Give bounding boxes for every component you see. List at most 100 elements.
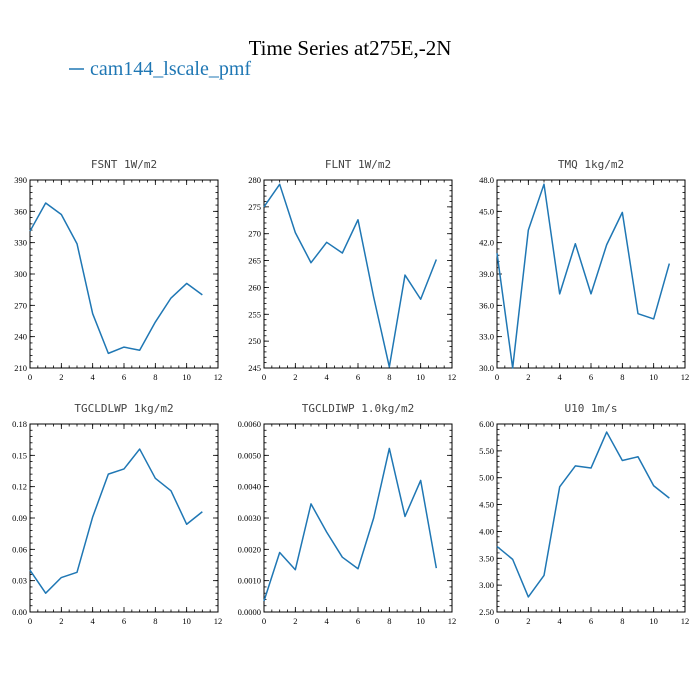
x-tick-label: 2 <box>293 616 297 626</box>
y-tick-label: 245 <box>248 363 261 373</box>
figure-title: Time Series at275E,-2N <box>249 36 452 60</box>
x-tick-label: 10 <box>649 372 658 382</box>
y-tick-label: 390 <box>14 175 27 185</box>
x-tick-label: 6 <box>356 616 360 626</box>
series-line-1 <box>29 448 203 594</box>
axes-frame <box>496 179 686 369</box>
x-tick-label: 2 <box>59 616 63 626</box>
panel-title: TGCLDIWP 1.0kg/m2 <box>302 402 415 415</box>
x-tick-label: 8 <box>620 372 624 382</box>
x-tick-label: 10 <box>416 616 425 626</box>
y-tick-label: 48.0 <box>479 175 494 185</box>
x-tick-label: 4 <box>91 372 96 382</box>
x-tick-label: 0 <box>28 616 32 626</box>
x-tick-label: 0 <box>28 372 32 382</box>
x-tick-label: 10 <box>182 616 191 626</box>
x-tick-label: 12 <box>448 372 457 382</box>
y-tick-label: 250 <box>248 336 261 346</box>
y-tick-label: 5.50 <box>479 446 494 456</box>
x-tick-label: 12 <box>214 372 223 382</box>
y-tick-label: 275 <box>248 202 261 212</box>
x-tick-label: 12 <box>681 616 690 626</box>
x-tick-label: 10 <box>649 616 658 626</box>
panels-container: FSNT 1W/m20 2 4 6 8 10 12210240270300330360390… <box>12 158 689 626</box>
axes-frame <box>29 179 219 369</box>
series-line-1 <box>496 183 671 369</box>
axes-frame <box>263 423 453 613</box>
x-tick-label: 8 <box>153 616 157 626</box>
x-tick-label: 0 <box>495 616 499 626</box>
chart-panel-3: TMQ 1kg/m2 0 2 4 6 8 10 12 30.0 33.0 36.0 39.0 42.0 4… <box>479 158 689 382</box>
x-tick-label: 10 <box>416 372 425 382</box>
y-tick-label: 33.0 <box>479 332 494 342</box>
y-tick-label: 0.0030 <box>238 513 261 523</box>
y-tick-label: 265 <box>248 256 261 266</box>
y-tick-label: 330 <box>14 238 27 248</box>
x-tick-label: 4 <box>558 616 563 626</box>
y-tick-label: 36.0 <box>479 300 494 310</box>
axes-frame <box>29 423 219 613</box>
x-tick-label: 4 <box>91 616 96 626</box>
panel-title: TGCLDLWP 1kg/m2 <box>74 402 173 415</box>
chart-panel-6: U10 1m/s 0 2 4 6 8 10 12 2.50 3.00 3.50 4.00 4.50 5.0… <box>479 402 689 626</box>
y-tick-label: 0.12 <box>12 482 27 492</box>
y-tick-label: 2.50 <box>479 607 494 617</box>
x-tick-label: 6 <box>122 616 126 626</box>
x-tick-label: 2 <box>59 372 63 382</box>
x-tick-label: 6 <box>589 616 593 626</box>
y-tick-label: 39.0 <box>479 269 494 279</box>
chart-panel-5: TGCLDIWP 1.0kg/m2 0 2 4 6 8 10 12 0.0000 0.0010 0.… <box>238 402 457 626</box>
y-tick-label: 45.0 <box>479 206 494 216</box>
y-tick-label: 4.00 <box>479 526 494 536</box>
x-tick-label: 10 <box>182 372 191 382</box>
axes-frame <box>496 423 686 613</box>
y-tick-label: 260 <box>248 282 261 292</box>
x-tick-label: 0 <box>495 372 499 382</box>
axes-frame <box>263 179 453 369</box>
y-tick-label: 0.0040 <box>238 482 261 492</box>
x-tick-label: 4 <box>325 372 330 382</box>
y-tick-label: 270 <box>248 229 261 239</box>
y-tick-label: 4.50 <box>479 500 494 510</box>
chart-panel-4: TGCLDLWP 1kg/m2 0 2 4 6 8 10 12 0.00 0.03 0.06 0.09… <box>12 402 222 626</box>
x-tick-label: 8 <box>387 372 391 382</box>
y-tick-label: 360 <box>14 206 27 216</box>
x-tick-label: 8 <box>153 372 157 382</box>
y-tick-label: 42.0 <box>479 238 494 248</box>
x-tick-label: 2 <box>526 616 530 626</box>
legend-label: cam144_lscale_pmf <box>90 58 251 80</box>
y-tick-label: 0.0010 <box>238 576 261 586</box>
y-tick-label: 280 <box>248 175 261 185</box>
y-tick-label: 0.0000 <box>238 607 261 617</box>
x-tick-label: 2 <box>526 372 530 382</box>
panel-title: FSNT 1W/m2 <box>91 158 157 171</box>
x-tick-label: 0 <box>262 616 266 626</box>
panel-title: TMQ 1kg/m2 <box>558 158 624 171</box>
y-tick-label: 5.00 <box>479 473 494 483</box>
series-line-1 <box>263 183 438 368</box>
y-tick-label: 6.00 <box>479 419 494 429</box>
y-tick-label: 210 <box>14 363 27 373</box>
x-tick-label: 2 <box>293 372 297 382</box>
panel-title: U10 1m/s <box>565 402 618 415</box>
x-tick-label: 6 <box>356 372 360 382</box>
y-tick-label: 0.00 <box>12 607 27 617</box>
y-tick-label: 0.09 <box>12 513 27 523</box>
y-tick-label: 240 <box>14 332 27 342</box>
y-tick-label: 30.0 <box>479 363 494 373</box>
y-tick-label: 0.06 <box>12 544 27 554</box>
y-tick-label: 0.03 <box>12 576 27 586</box>
y-tick-label: 0.18 <box>12 419 27 429</box>
y-tick-label: 0.0050 <box>238 450 261 460</box>
x-tick-label: 0 <box>262 372 266 382</box>
y-tick-label: 0.15 <box>12 450 27 460</box>
x-tick-label: 4 <box>558 372 563 382</box>
y-tick-label: 255 <box>248 309 261 319</box>
y-tick-label: 3.50 <box>479 553 494 563</box>
chart-panel-1: FSNT 1W/m2 0 2 4 6 8 10 12 210 240 270 300 330 360 390 <box>14 158 222 382</box>
y-tick-label: 270 <box>14 300 27 310</box>
x-tick-label: 6 <box>589 372 593 382</box>
panel-title: FLNT 1W/m2 <box>325 158 391 171</box>
y-tick-label: 300 <box>14 269 27 279</box>
